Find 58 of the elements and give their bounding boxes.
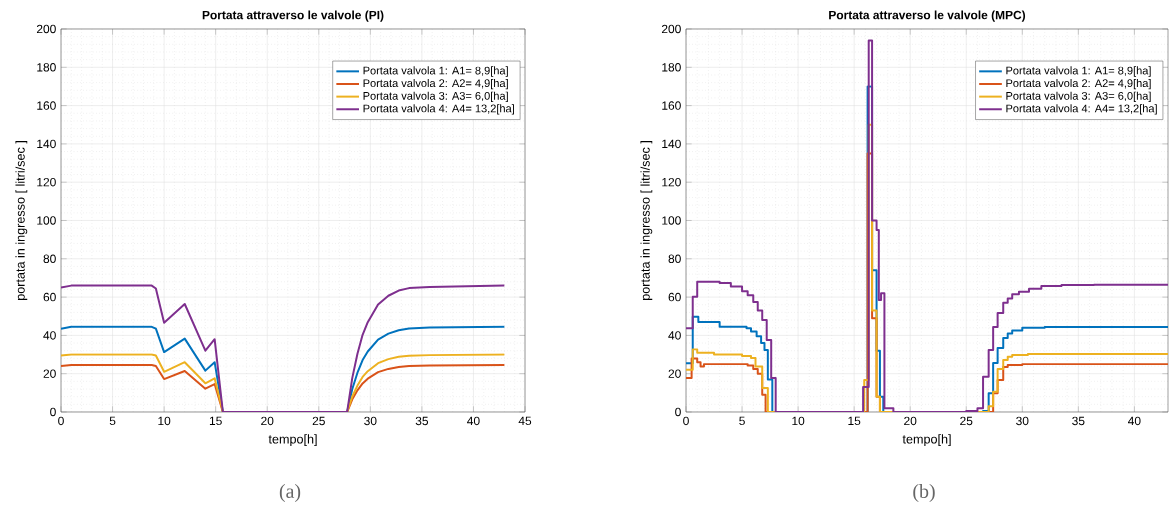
legend-label: Portata valvola 4: A4= 13,2[ha] — [1006, 104, 1157, 115]
y-tick-label: 100 — [37, 216, 56, 225]
y-tick-label: 180 — [662, 63, 681, 72]
y-axis-title: portata in ingresso [ litri/sec ] — [640, 141, 653, 300]
x-tick-label: 40 — [467, 416, 480, 426]
x-tick-label: 35 — [415, 416, 429, 426]
y-tick-label: 100 — [662, 216, 681, 225]
y-tick-label: 60 — [668, 292, 681, 302]
y-tick-label: 200 — [36, 24, 56, 34]
y-tick-label: 160 — [662, 101, 681, 110]
line-series — [61, 284, 506, 412]
x-tick-label: 40 — [1128, 416, 1141, 426]
legend-label: Portata valvola 4: A4= 13,2[ha] — [363, 104, 514, 115]
text: (a) — [279, 483, 301, 503]
x-tick-label: 15 — [209, 416, 222, 426]
x-tick-label: 5 — [109, 416, 116, 426]
chart-title: Portata attraverso le valvole (PI) — [202, 10, 384, 22]
x-axis-title: tempo[h] — [268, 434, 317, 447]
legend-label: Portata valvola 1: A1= 8,9[ha] — [1006, 66, 1151, 77]
y-tick-label: 120 — [37, 177, 56, 187]
y-tick-label: 40 — [668, 331, 681, 340]
y-tick-label: 160 — [37, 101, 56, 110]
legend-label: Portata valvola 3: A3= 6,0[ha] — [1006, 91, 1151, 102]
y-tick-label: 140 — [37, 139, 56, 149]
y-tick-label: 120 — [662, 177, 681, 187]
x-tick-label: 25 — [312, 416, 325, 426]
legend-label: Portata valvola 3: A3= 6,0[ha] — [363, 91, 508, 102]
chart-title: Portata attraverso le valvole (MPC) — [829, 10, 1026, 22]
x-tick-label: 30 — [364, 416, 377, 426]
y-tick-label: 0 — [675, 407, 681, 417]
y-tick-label: 40 — [43, 331, 56, 340]
x-tick-label: 5 — [739, 416, 745, 426]
text: (b) — [913, 483, 935, 503]
x-tick-label: 45 — [518, 416, 532, 426]
y-tick-label: 200 — [661, 24, 681, 34]
legend-label: Portata valvola 2: A2= 4,9[ha] — [1006, 79, 1151, 90]
x-tick-label: 25 — [960, 416, 973, 426]
y-tick-label: 140 — [662, 139, 681, 149]
legend-label: Portata valvola 2: A2= 4,9[ha] — [363, 79, 508, 90]
legend-label: Portata valvola 1: A1= 8,9[ha] — [363, 66, 508, 77]
y-axis-title: portata in ingresso [ litri/sec ] — [15, 141, 28, 300]
x-tick-label: 30 — [1016, 416, 1029, 426]
x-tick-label: 10 — [792, 416, 805, 426]
x-axis-title: tempo[h] — [902, 434, 951, 447]
x-tick-label: 0 — [683, 416, 689, 426]
x-tick-label: 15 — [848, 416, 861, 426]
y-tick-label: 20 — [668, 369, 681, 378]
y-tick-label: 20 — [43, 369, 56, 378]
x-tick-label: 35 — [1072, 416, 1085, 426]
y-tick-label: 180 — [37, 63, 56, 72]
y-tick-label: 0 — [50, 407, 56, 417]
y-tick-label: 60 — [43, 292, 56, 302]
y-tick-label: 80 — [668, 254, 681, 264]
x-tick-label: 0 — [58, 416, 64, 426]
x-tick-label: 20 — [904, 416, 917, 426]
x-tick-label: 10 — [158, 416, 171, 426]
x-tick-label: 20 — [261, 416, 274, 426]
y-tick-label: 80 — [43, 254, 56, 264]
